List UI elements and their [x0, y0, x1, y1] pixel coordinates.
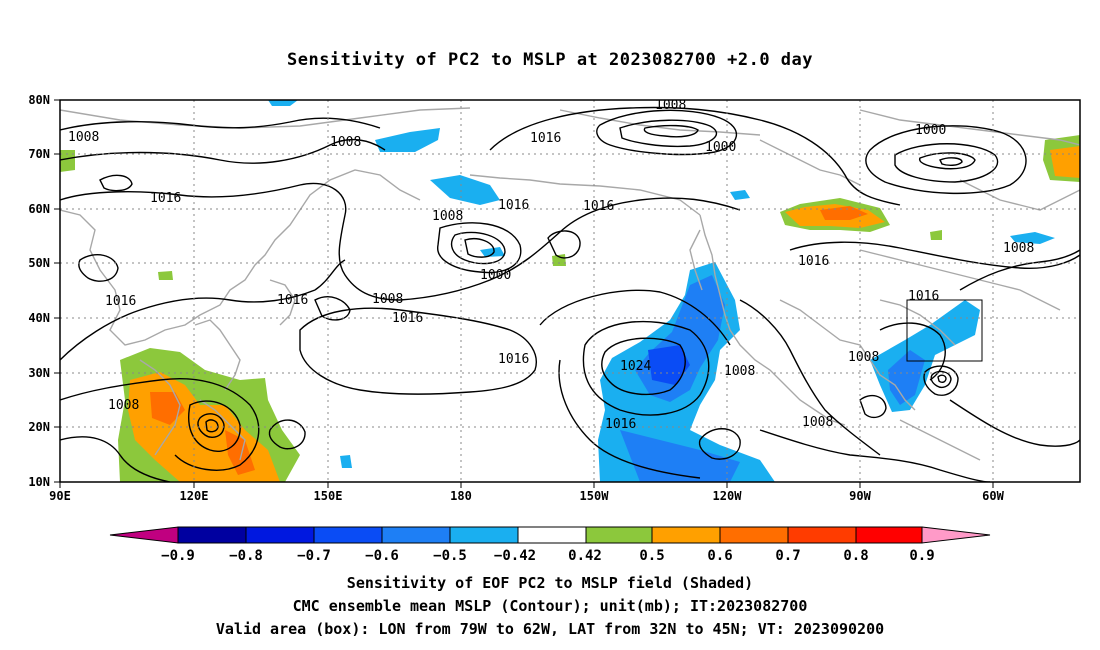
lat-label: 80N — [28, 93, 50, 107]
lon-label: 120E — [180, 489, 209, 503]
contour-label: 1008 — [1003, 241, 1034, 256]
lon-label: 60W — [982, 489, 1004, 503]
contour-label: 1016 — [392, 311, 423, 326]
map-frame — [59, 99, 1081, 483]
lat-label: 40N — [28, 311, 50, 325]
colorbar-right-tip — [921, 526, 991, 544]
lat-lon-grid — [60, 100, 1080, 482]
colorbar-cell — [651, 526, 721, 544]
colorbar-label: 0.5 — [639, 548, 664, 564]
contour-label: 1000 — [480, 268, 511, 283]
map-title: Sensitivity of PC2 to MSLP at 2023082700… — [286, 50, 813, 70]
lat-label: 30N — [28, 366, 50, 380]
lon-label: 150W — [580, 489, 610, 503]
colorbar-cell — [313, 526, 383, 544]
colorbar-label: 0.42 — [568, 548, 602, 564]
colorbar-label: −0.6 — [365, 548, 399, 564]
contour-label: 1008 — [802, 415, 833, 430]
colorbar-label: 0.7 — [775, 548, 800, 564]
colorbar-cell — [245, 526, 315, 544]
colorbar-label: −0.7 — [297, 548, 331, 564]
valid-area-box — [906, 299, 983, 362]
lat-label: 20N — [28, 420, 50, 434]
contour-label: 1000 — [705, 140, 736, 155]
colorbar-label: −0.5 — [433, 548, 467, 564]
contour-label: 1008 — [655, 98, 686, 113]
colorbar-cell — [381, 526, 451, 544]
contour-label: 1016 — [530, 131, 561, 146]
lat-label: 10N — [28, 475, 50, 489]
lon-label: 120W — [713, 489, 743, 503]
lon-label: 90W — [849, 489, 871, 503]
colorbar-label: 0.8 — [843, 548, 868, 564]
colorbar-label: −0.42 — [494, 548, 536, 564]
colorbar-cell — [517, 526, 587, 544]
lat-label: 70N — [28, 147, 50, 161]
colorbar-cell — [449, 526, 519, 544]
contour-label: 1008 — [330, 135, 361, 150]
colorbar-cell — [719, 526, 789, 544]
contour-label: 1008 — [108, 398, 139, 413]
contour-label: 1016 — [605, 417, 636, 432]
contour-label: 1016 — [498, 198, 529, 213]
caption-shading: Sensitivity of EOF PC2 to MSLP field (Sh… — [346, 574, 754, 592]
colorbar-cell — [787, 526, 857, 544]
contour-label: 1008 — [724, 364, 755, 379]
colorbar-label: −0.9 — [161, 548, 195, 564]
colorbar-label: 0.6 — [707, 548, 732, 564]
contour-label: 1008 — [432, 209, 463, 224]
caption-valid-area: Valid area (box): LON from 79W to 62W, L… — [215, 620, 885, 638]
lat-label: 60N — [28, 202, 50, 216]
axis-ticks — [54, 99, 994, 488]
contour-label: 1008 — [372, 292, 403, 307]
contour-label: 1000 — [915, 123, 946, 138]
colorbar-label: −0.8 — [229, 548, 263, 564]
contour-label: 1016 — [908, 289, 939, 304]
colorbar-cell — [585, 526, 653, 544]
caption-contour: CMC ensemble mean MSLP (Contour); unit(m… — [292, 597, 808, 615]
lon-label: 180 — [450, 489, 472, 503]
contour-label: 1008 — [68, 130, 99, 145]
lat-label: 50N — [28, 256, 50, 270]
colorbar — [109, 526, 991, 544]
lon-label: 90E — [49, 489, 71, 503]
contour-label: 1016 — [498, 352, 529, 367]
contour-label: 1016 — [798, 254, 829, 269]
colorbar-left-tip — [109, 526, 179, 544]
contour-label: 1024 — [620, 359, 651, 374]
contour-label: 1016 — [105, 294, 136, 309]
contour-label: 1016 — [583, 199, 614, 214]
colorbar-label: 0.9 — [909, 548, 934, 564]
colorbar-cell — [177, 526, 247, 544]
colorbar-cell — [855, 526, 923, 544]
lon-label: 150E — [314, 489, 343, 503]
contour-label: 1016 — [277, 293, 308, 308]
contour-label: 1016 — [150, 191, 181, 206]
contour-label: 1008 — [848, 350, 879, 365]
mslp-contours — [60, 106, 1080, 482]
